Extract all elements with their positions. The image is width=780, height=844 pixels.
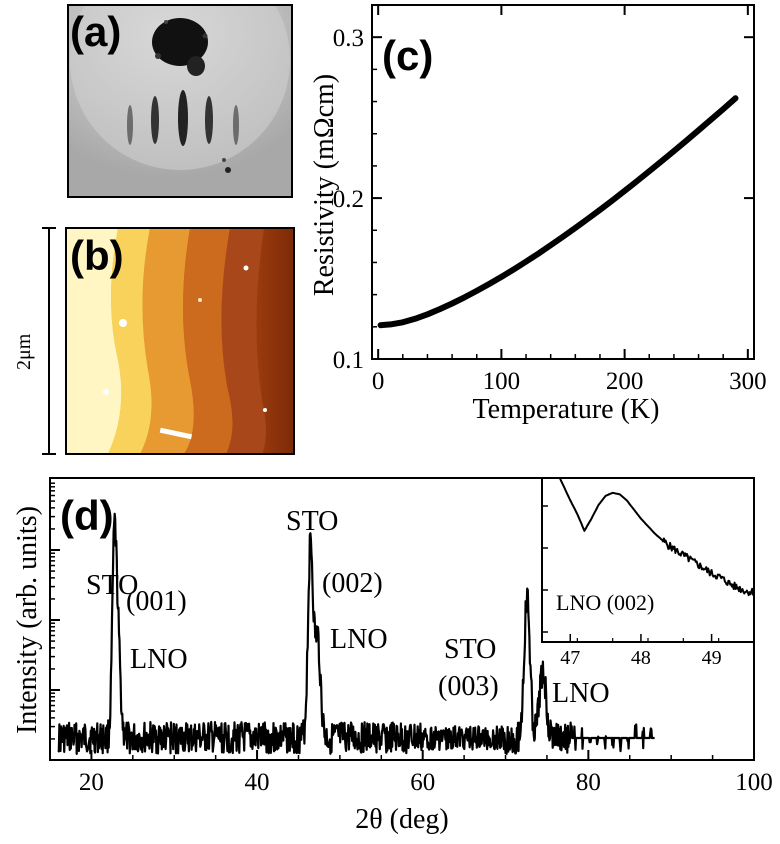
panel-c-plot-frame [371,4,755,360]
panel-d-label: (d) [60,492,114,539]
inset-curve [558,478,754,597]
peak-annotation: (001) [126,586,187,617]
panel-d-y-axis-title: Intensity (arb. units) [12,506,43,734]
panel-d-x-tick-label: 80 [576,769,601,796]
panel-c-x-tick-label: 300 [729,368,767,395]
inset-annotation: LNO (002) [556,590,654,615]
peak-annotation: STO [444,634,496,665]
panel-c-x-tick-label: 100 [483,368,521,395]
scale-bar-label: 2μm [13,333,35,370]
panel-c-x-axis-title: Temperature (K) [473,394,660,425]
panel-d-inset: 47 48 49 LNO (002) [541,477,755,669]
peak-annotation: LNO [330,624,388,655]
peak-annotation: LNO [130,644,188,675]
peak-annotation: STO [86,570,138,601]
panel-c-y-axis-title: Resistivity (mΩcm) [309,74,340,296]
peak-annotation: (002) [322,568,383,599]
panel-b-afm-image: (b) 2μm [13,227,295,455]
panel-c-y-tick-label: 0.1 [333,347,364,374]
panel-d-x-tick-label: 100 [735,769,773,796]
peak-annotation: (003) [438,671,499,702]
panel-d-x-axis-title: 2θ (deg) [355,804,449,835]
panel-c-y-tick-label: 0.3 [333,25,364,52]
xrd-intensity-curve [57,512,656,755]
inset-plot-frame [541,477,755,643]
peak-annotation: LNO [552,678,610,709]
inset-x-tick-label: 48 [631,647,651,669]
panel-a-label: (a) [70,8,121,55]
panel-c-label: (c) [382,32,433,79]
panel-c-y-tick-label: 0.2 [333,186,364,213]
panel-d-x-tick-label: 20 [79,769,104,796]
panel-d-x-tick-label: 40 [245,769,270,796]
inset-x-tick-label: 47 [560,647,580,669]
panel-c-x-tick-label: 200 [606,368,644,395]
inset-x-tick-label: 49 [702,647,722,669]
panel-b-label: (b) [70,232,124,279]
panel-d-x-tick-label: 60 [410,769,435,796]
scale-bar [42,227,56,455]
panel-c-x-tick-label: 0 [372,368,385,395]
panel-a-rheed-image: (a) [67,4,293,198]
resistivity-curve [377,95,739,329]
peak-annotation: STO [286,506,338,537]
